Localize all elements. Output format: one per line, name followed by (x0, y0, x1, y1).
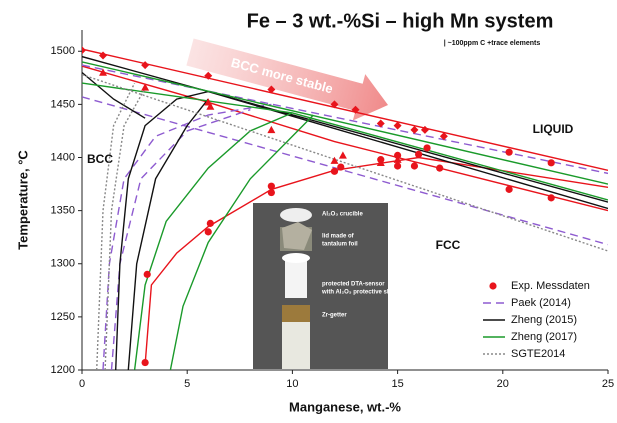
y-tick-label: 1400 (51, 151, 75, 163)
x-tick-label: 10 (286, 378, 298, 390)
data-point (547, 159, 555, 167)
y-tick-label: 1300 (51, 258, 75, 270)
data-point (206, 102, 215, 110)
region-label: LIQUID (533, 122, 574, 136)
y-tick-label: 1200 (51, 364, 75, 376)
inset-label: protected DTA-sensor (322, 282, 385, 288)
region-label: BCC (87, 152, 113, 166)
inset-photo (253, 203, 388, 369)
x-tick-label: 5 (184, 378, 190, 390)
x-tick-label: 0 (79, 378, 85, 390)
inset-label: with Al₂O₃ protective shield (321, 290, 401, 296)
data-point (410, 125, 419, 134)
data-point (351, 105, 360, 114)
legend-text: Zheng (2017) (511, 331, 577, 343)
line (82, 48, 608, 365)
data-point (267, 182, 275, 190)
y-axis-label: Temperature, °C (15, 150, 30, 250)
region-label: FCC (436, 238, 461, 252)
data-point (337, 163, 345, 171)
data-point (206, 219, 214, 227)
inset-label: tantalum foil (322, 242, 358, 248)
data-point (505, 185, 513, 193)
x-axis-label: Manganese, wt.-% (289, 399, 401, 414)
data-point (394, 162, 402, 170)
line (82, 55, 608, 370)
legend-marker (489, 282, 497, 290)
data-point (204, 228, 212, 236)
data-point (99, 51, 108, 60)
data-point (376, 119, 385, 128)
data-point (420, 125, 429, 134)
data-point (439, 132, 448, 141)
data-point (330, 156, 339, 164)
data-point (393, 121, 402, 130)
x-tick-label: 15 (391, 378, 403, 390)
data-point (267, 188, 275, 197)
legend-text: Exp. Messdaten (511, 280, 590, 292)
y-tick-label: 1500 (51, 45, 75, 57)
data-point (410, 162, 419, 170)
legend-text: Paek (2014) (511, 297, 571, 309)
chart-title: Fe – 3 wt.-%Si – high Mn system (247, 10, 554, 32)
y-tick-label: 1250 (51, 311, 75, 323)
data-point (204, 71, 213, 80)
data-point (141, 83, 150, 91)
data-point (267, 125, 276, 134)
data-point (99, 68, 108, 76)
data-point (338, 151, 347, 159)
inset-label: Zr-getter (322, 313, 347, 319)
data-point (505, 148, 513, 156)
plot-area (82, 46, 608, 370)
line (82, 73, 608, 370)
x-tick-label: 20 (497, 378, 509, 390)
inset-label: Al₂O₃ crucible (322, 212, 363, 218)
line (82, 61, 608, 370)
data-point (141, 358, 149, 367)
data-point (423, 144, 431, 152)
inset-label: lid made of (322, 234, 355, 240)
data-point (141, 61, 150, 70)
data-point (436, 164, 444, 172)
x-tick-label: 25 (602, 378, 614, 390)
data-point (330, 100, 339, 109)
data-point (415, 150, 423, 158)
data-point (330, 167, 339, 175)
chart-subtitle: | ~100ppm C +trace elements (444, 40, 541, 47)
legend-text: Zheng (2015) (511, 314, 577, 326)
data-point (82, 46, 86, 55)
data-point (143, 270, 151, 278)
data-point (393, 155, 402, 163)
line (82, 64, 608, 370)
data-point (267, 85, 276, 94)
data-point (547, 194, 555, 202)
y-tick-label: 1450 (51, 98, 75, 110)
y-tick-label: 1350 (51, 205, 75, 217)
legend-text: SGTE2014 (511, 348, 565, 360)
data-point (377, 156, 385, 164)
data-point (394, 151, 402, 159)
